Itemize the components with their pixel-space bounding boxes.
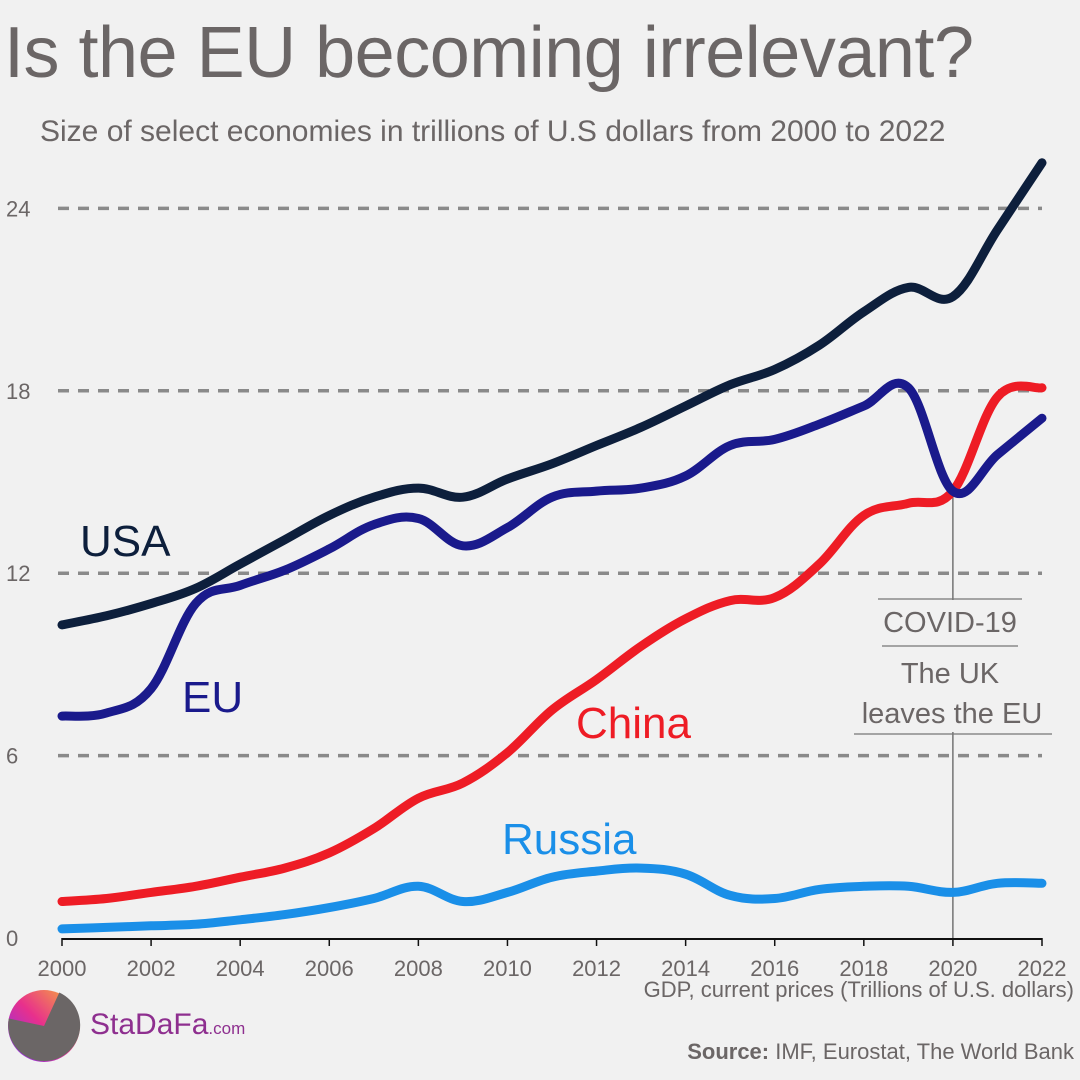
x-tick-label: 2006 (305, 956, 354, 981)
annotation-covid: COVID-19 The UK leaves the EU (854, 491, 1052, 938)
annotation-text-line: The UK (901, 658, 1000, 690)
logo-wordmark: StaDaFa.com (90, 1008, 245, 1046)
x-tick-label: 2016 (750, 956, 799, 981)
annotation-text-line: leaves the EU (862, 698, 1043, 730)
series-lines (57, 158, 1047, 934)
x-tick-label: 2008 (394, 956, 443, 981)
x-axis-caption: GDP, current prices (Trillions of U.S. d… (643, 977, 1074, 1002)
series-label-russia: Russia (502, 815, 637, 864)
y-tick-label: 12 (6, 561, 30, 586)
series-line-russia (57, 863, 1047, 934)
chart-subtitle: Size of select economies in trillions of… (40, 115, 946, 148)
x-tick-label: 2012 (572, 956, 621, 981)
x-tick-label: 2020 (928, 956, 977, 981)
source-text: IMF, Eurostat, The World Bank (769, 1039, 1074, 1064)
x-tick-label: 2000 (38, 956, 87, 981)
logo-name: StaDaFa (90, 1008, 209, 1041)
axes: 0 6 12 18 24 2000 2002 2004 2006 2008 2010 2012 2014… (6, 196, 1066, 981)
source-prefix: Source: (687, 1039, 770, 1064)
logo-suffix: .com (208, 1019, 246, 1038)
series-line-eu (57, 378, 1047, 721)
x-tick-label: 2002 (127, 956, 176, 981)
series-line-china (57, 381, 1047, 906)
x-tick-label: 2022 (1018, 956, 1067, 981)
y-tick-label: 18 (6, 379, 30, 404)
source-note: Source: IMF, Eurostat, The World Bank (687, 1038, 1074, 1066)
series-label-usa: USA (80, 517, 171, 566)
annotation-text-line: COVID-19 (883, 607, 1017, 639)
series-labels: USA EU China Russia (80, 517, 691, 864)
chart-title: Is the EU becoming irrelevant? (4, 13, 974, 93)
series-label-china: China (576, 699, 691, 748)
series-line-usa (57, 158, 1047, 630)
y-tick-label: 6 (6, 744, 18, 769)
y-tick-label: 0 (6, 926, 18, 951)
logo-pie-icon (8, 990, 81, 1062)
x-tick-label: 2004 (216, 956, 265, 981)
annotation-backdrop (856, 600, 1052, 732)
stadafa-logo[interactable]: StaDaFa.com (0, 974, 250, 1074)
y-tick-label: 24 (6, 196, 30, 221)
series-label-eu: EU (182, 673, 243, 722)
x-tick-label: 2010 (483, 956, 532, 981)
x-tick-label: 2018 (839, 956, 888, 981)
x-tick-label: 2014 (661, 956, 710, 981)
